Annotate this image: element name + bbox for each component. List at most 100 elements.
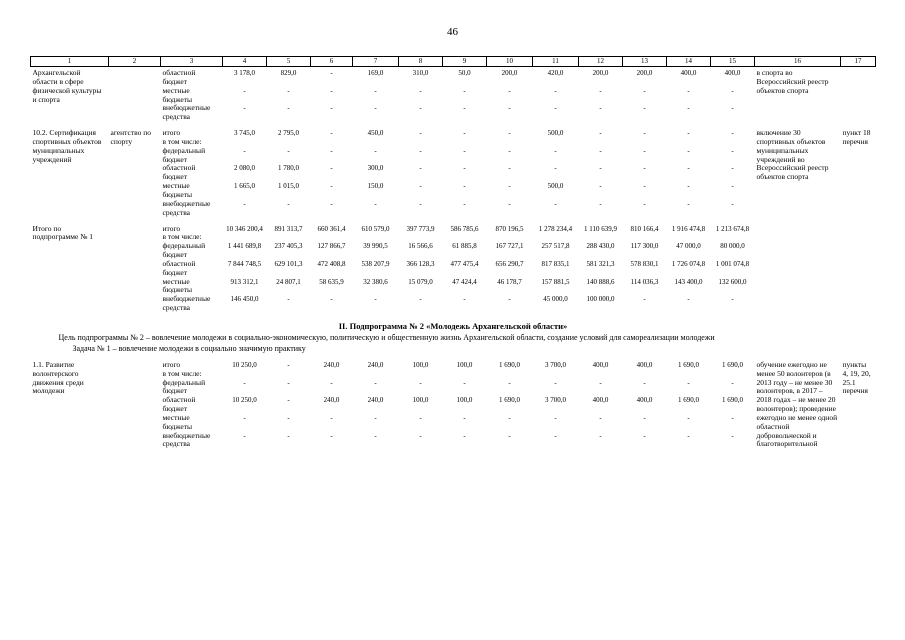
value-cell: - bbox=[731, 378, 734, 387]
value-cell: 1 690,0 bbox=[722, 360, 743, 369]
value-cell: 10 346 200,4 bbox=[226, 224, 263, 233]
table-row: местные бюджеты - - - - - - - - - - - - bbox=[31, 413, 876, 432]
table-row: внебюджетные средства - - - - - - - - - - - - bbox=[31, 199, 876, 218]
empty-cell bbox=[223, 138, 755, 147]
activity-name: Архангельской области в сфере физической… bbox=[32, 68, 102, 104]
value-cell: 7 844 748,5 bbox=[227, 259, 262, 268]
value-cell: 1 690,0 bbox=[678, 360, 699, 369]
value-cell: 80 000,0 bbox=[720, 242, 745, 251]
value-cell: - bbox=[687, 129, 690, 138]
value-cell: - bbox=[731, 431, 734, 440]
value-cell: - bbox=[508, 378, 511, 387]
value-cell: 16 566,6 bbox=[408, 242, 433, 251]
value-cell: 400,0 bbox=[592, 396, 609, 405]
column-number: 1 bbox=[30, 56, 109, 67]
value-cell: - bbox=[463, 199, 466, 208]
value-cell: - bbox=[374, 413, 377, 422]
value-cell: 870 196,5 bbox=[495, 224, 524, 233]
table-row: в том числе: bbox=[31, 369, 876, 379]
value-cell: 50,0 bbox=[458, 69, 471, 77]
value-cell: - bbox=[599, 182, 602, 191]
value-cell: - bbox=[599, 104, 602, 113]
value-cell: - bbox=[599, 146, 602, 155]
value-cell: 581 321,3 bbox=[586, 259, 615, 268]
value-cell: - bbox=[508, 199, 511, 208]
value-cell: 39 990,5 bbox=[363, 242, 388, 251]
value-cell: - bbox=[287, 413, 290, 422]
empty-cell bbox=[223, 233, 755, 242]
value-cell: - bbox=[643, 104, 646, 113]
spacer-row bbox=[31, 218, 876, 225]
value-cell: - bbox=[374, 295, 377, 304]
value-cell: - bbox=[643, 413, 646, 422]
budget-line-label: областной бюджет bbox=[162, 395, 196, 414]
value-cell: - bbox=[508, 104, 511, 113]
page-number: 46 bbox=[447, 26, 458, 38]
table-row: 1.1. Развитие волонтерского движения сре… bbox=[31, 360, 876, 448]
budget-line-label: внебюджетные средства bbox=[162, 430, 211, 449]
empty-cell bbox=[223, 370, 755, 379]
value-cell: 240,0 bbox=[323, 360, 340, 369]
column-number: 11 bbox=[532, 56, 579, 67]
value-cell: 1 278 234,4 bbox=[538, 224, 573, 233]
value-cell: 117 300,0 bbox=[630, 242, 659, 251]
expected-results: в спорта во Всероссийский реестр объекто… bbox=[756, 68, 829, 95]
value-cell: - bbox=[554, 431, 557, 440]
column-number: 16 bbox=[754, 56, 841, 67]
value-cell: - bbox=[599, 86, 602, 95]
section-heading-row: II. Подпрограмма № 2 «Молодежь Архангель… bbox=[31, 321, 876, 331]
value-cell: 169,0 bbox=[367, 69, 384, 77]
value-cell: - bbox=[330, 86, 333, 95]
value-cell: - bbox=[463, 86, 466, 95]
spacer-row bbox=[31, 313, 876, 321]
column-number: 3 bbox=[160, 56, 223, 67]
value-cell: - bbox=[687, 146, 690, 155]
value-cell: 3 700,0 bbox=[545, 360, 566, 369]
value-cell: - bbox=[463, 182, 466, 191]
value-cell: 10 250,0 bbox=[232, 360, 257, 369]
value-cell: - bbox=[554, 86, 557, 95]
value-cell: - bbox=[330, 378, 333, 387]
activity-name: Итого по подпрограмме № 1 bbox=[32, 223, 94, 242]
column-number: 4 bbox=[222, 56, 267, 67]
value-cell: - bbox=[419, 295, 422, 304]
value-cell: - bbox=[374, 86, 377, 95]
executor-name bbox=[109, 225, 161, 313]
value-cell: - bbox=[643, 146, 646, 155]
value-cell: - bbox=[419, 378, 422, 387]
reference-item bbox=[841, 225, 876, 313]
spacer-cell bbox=[31, 313, 876, 321]
value-cell: 140 888,6 bbox=[586, 277, 615, 286]
column-number: 2 bbox=[108, 56, 161, 67]
spacer-cell bbox=[31, 354, 876, 361]
table-row: Итого по подпрограмме № 1 итого 10 346 200… bbox=[31, 224, 876, 242]
value-cell: - bbox=[554, 413, 557, 422]
value-cell: - bbox=[731, 295, 734, 304]
value-cell: - bbox=[419, 164, 422, 173]
value-cell: 46 178,7 bbox=[497, 277, 522, 286]
value-cell: 891 313,7 bbox=[274, 224, 303, 233]
value-cell: 100,0 bbox=[456, 360, 473, 369]
table-body: Архангельской области в сфере физической… bbox=[31, 67, 876, 450]
value-cell: - bbox=[643, 199, 646, 208]
value-cell: - bbox=[599, 378, 602, 387]
table-row: федеральный бюджет - - - - - - - - - - - - bbox=[31, 146, 876, 165]
value-cell: 2 795,0 bbox=[278, 129, 299, 138]
column-number: 9 bbox=[442, 56, 487, 67]
table-row: областной бюджет 10 250,0 - 240,0 240,0 100,0… bbox=[31, 395, 876, 414]
value-cell: 1 001 074,8 bbox=[715, 259, 750, 268]
value-cell: 366 128,3 bbox=[406, 259, 435, 268]
value-cell: 47 000,0 bbox=[676, 242, 701, 251]
value-cell: - bbox=[508, 164, 511, 173]
value-cell: - bbox=[554, 146, 557, 155]
value-cell: 45 000,0 bbox=[543, 295, 568, 304]
value-cell: - bbox=[731, 146, 734, 155]
value-cell: - bbox=[687, 86, 690, 95]
paragraph-row: Задача № 1 – вовлечение молодежи в социа… bbox=[31, 344, 876, 353]
value-cell: 400,0 bbox=[636, 360, 653, 369]
value-cell: 2 080,0 bbox=[234, 164, 255, 173]
value-cell: - bbox=[243, 413, 246, 422]
value-cell: - bbox=[374, 199, 377, 208]
table-row: местные бюджеты 1 665,0 1 015,0 - 150,0 - - - 50… bbox=[31, 181, 876, 200]
value-cell: - bbox=[508, 129, 511, 138]
